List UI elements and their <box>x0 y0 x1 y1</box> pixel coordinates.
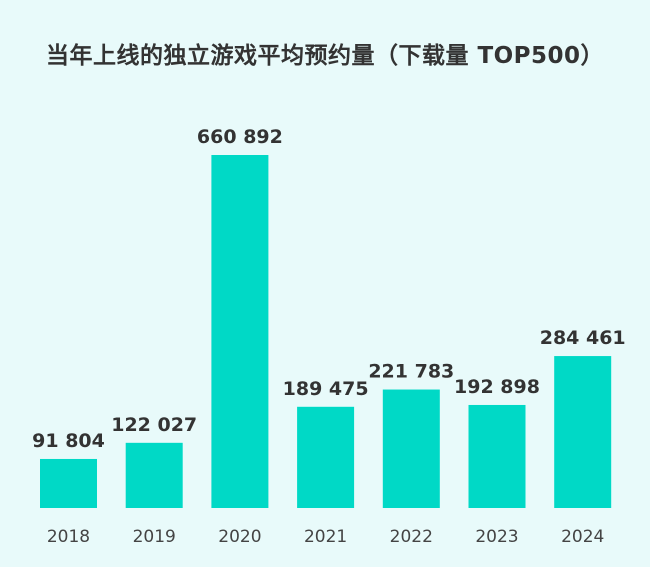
data-label: 660 892 <box>197 126 283 148</box>
x-tick-label: 2022 <box>390 527 433 547</box>
x-tick-label: 2018 <box>47 527 90 547</box>
bar-2018 <box>40 458 97 508</box>
bar-2020 <box>211 155 269 508</box>
x-tick-label: 2024 <box>561 527 604 547</box>
bar-2024 <box>554 356 612 508</box>
data-label: 284 461 <box>540 327 626 349</box>
x-tick-label: 2020 <box>218 527 261 547</box>
data-label: 221 783 <box>368 361 454 383</box>
x-tick-label: 2021 <box>304 527 347 547</box>
bar-2021 <box>297 406 355 508</box>
data-label: 91 804 <box>32 430 105 452</box>
bar-2023 <box>468 404 526 508</box>
chart-title: 当年上线的独立游戏平均预约量（下载量 TOP500） <box>45 43 605 69</box>
data-label: 122 027 <box>111 414 197 436</box>
data-label: 192 898 <box>454 376 540 398</box>
x-tick-label: 2023 <box>475 527 518 547</box>
bar-2019 <box>125 442 183 508</box>
data-label: 189 475 <box>283 378 369 400</box>
x-tick-label: 2019 <box>133 527 176 547</box>
bar-2022 <box>382 389 440 508</box>
